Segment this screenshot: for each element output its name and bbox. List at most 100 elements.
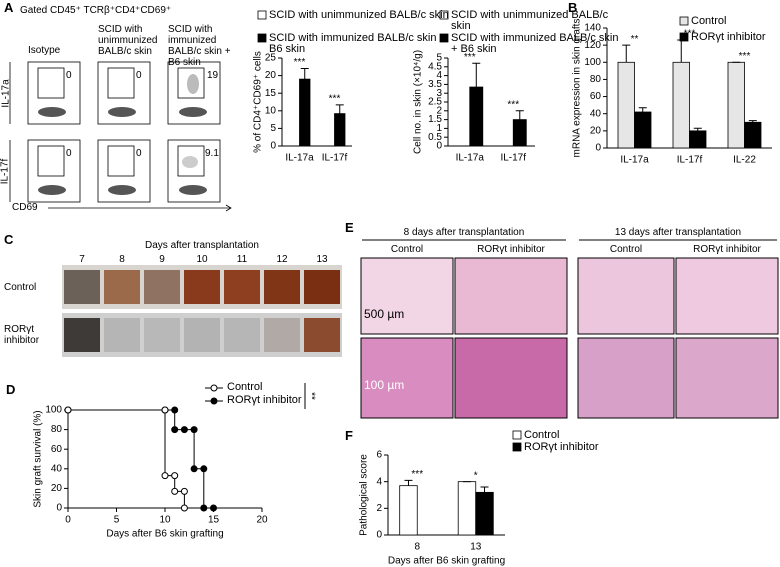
marker [180, 504, 188, 512]
column-header: Isotype [28, 45, 61, 56]
arrow-head [225, 204, 232, 212]
y-tick-label: 40 [590, 108, 602, 119]
y-tick-label: 3 [436, 88, 442, 99]
x-label: CD69 [12, 202, 38, 213]
y-tick-label: 80 [51, 424, 63, 435]
x-tick-label: IL-17a [285, 153, 314, 164]
y-tick-label: 1 [436, 123, 442, 134]
histology-image [454, 337, 568, 419]
histology-grid [360, 239, 779, 419]
x-tick-label: IL-22 [733, 155, 756, 166]
panel-label: E [345, 220, 354, 235]
y-tick-label: 3.5 [428, 79, 442, 90]
x-tick-label: 15 [208, 515, 220, 526]
y-tick-label: 4 [376, 476, 382, 487]
scale-bar: 500 µm [364, 307, 405, 321]
day-label: 10 [196, 254, 208, 265]
bar [672, 61, 690, 149]
significance: *** [294, 57, 306, 68]
gate [37, 145, 65, 177]
bar [617, 61, 635, 149]
bar [689, 130, 707, 149]
marker [64, 406, 72, 414]
legend-label: SCID with unimmunized BALB/c skin [269, 9, 449, 21]
x-tick-label: 0 [65, 515, 71, 526]
legend-marker [210, 384, 218, 392]
marker [171, 426, 179, 434]
photo [184, 270, 220, 304]
day-label: 8 [119, 254, 125, 265]
bar [744, 121, 762, 149]
scale-bar: 100 µm [364, 378, 405, 392]
x-tick-label: IL-17f [500, 153, 526, 164]
column-header: RORγt inhibitor [693, 244, 761, 255]
bar [399, 485, 418, 536]
flow-box [27, 61, 81, 125]
flow-plots [27, 61, 221, 203]
histology-image [675, 337, 779, 419]
error-bar [472, 62, 481, 88]
error-bar [335, 104, 344, 114]
photo-title: Days after transplantation [145, 240, 259, 251]
annotation: ** [305, 392, 316, 400]
y-tick-label: 5 [270, 123, 276, 134]
row-label: IL-17a [0, 79, 12, 108]
population [108, 107, 136, 117]
row-label: RORγt inhibitor [4, 324, 40, 346]
flow-populations [38, 74, 207, 195]
photo [184, 318, 220, 352]
bar [299, 78, 311, 147]
y-tick-label: 120 [584, 40, 601, 51]
legend-swatch [257, 10, 267, 20]
histology-image [360, 257, 454, 335]
error-bar [480, 486, 489, 493]
marker [161, 406, 169, 414]
marker [200, 465, 208, 473]
legend-swatch [512, 442, 522, 452]
gate [107, 67, 135, 99]
population [187, 74, 199, 94]
gate-value: 19 [207, 70, 219, 81]
y-tick-label: 2 [436, 105, 442, 116]
photo [144, 270, 180, 304]
legend-label: SCID with immunized BALB/c skin + B6 ski… [269, 32, 446, 55]
photo [104, 270, 140, 304]
bar [475, 491, 494, 536]
photo [144, 318, 180, 352]
y-tick-label: 0 [436, 141, 442, 152]
legend-marker [210, 397, 218, 405]
photo [264, 318, 300, 352]
x-tick-label: 5 [114, 515, 120, 526]
column-header: Control [390, 244, 424, 255]
legend-swatch [257, 33, 267, 43]
y-tick-label: 25 [265, 53, 277, 64]
gate-title: Gated CD45⁺ TCRβ⁺CD4⁺CD69⁺ [20, 5, 172, 16]
panel-label: A [4, 0, 14, 15]
bar [512, 119, 527, 147]
gate-value: 0 [136, 148, 142, 159]
marker [180, 487, 188, 495]
marker [200, 504, 208, 512]
row-label: IL-17f [0, 158, 11, 185]
day-label: 7 [79, 254, 85, 265]
x-tick-label: 20 [256, 515, 268, 526]
bar [634, 111, 652, 149]
series-line [68, 409, 185, 508]
y-tick-label: 5 [436, 53, 442, 64]
bar [457, 481, 477, 536]
y-axis-label: Pathological score [359, 454, 370, 536]
marker [161, 472, 169, 480]
y-tick-label: 40 [51, 463, 63, 474]
error-bar [693, 127, 702, 131]
legend-label: Control [227, 381, 263, 393]
significance: *** [684, 29, 696, 40]
gate-value: 9.1 [205, 148, 219, 159]
y-tick-label: 6 [376, 450, 382, 461]
legend-label: Control [691, 15, 727, 27]
day-label: 12 [276, 254, 288, 265]
significance: * [474, 470, 478, 481]
error-bar [300, 68, 309, 80]
y-tick-label: 20 [590, 125, 602, 136]
marker [171, 472, 179, 480]
